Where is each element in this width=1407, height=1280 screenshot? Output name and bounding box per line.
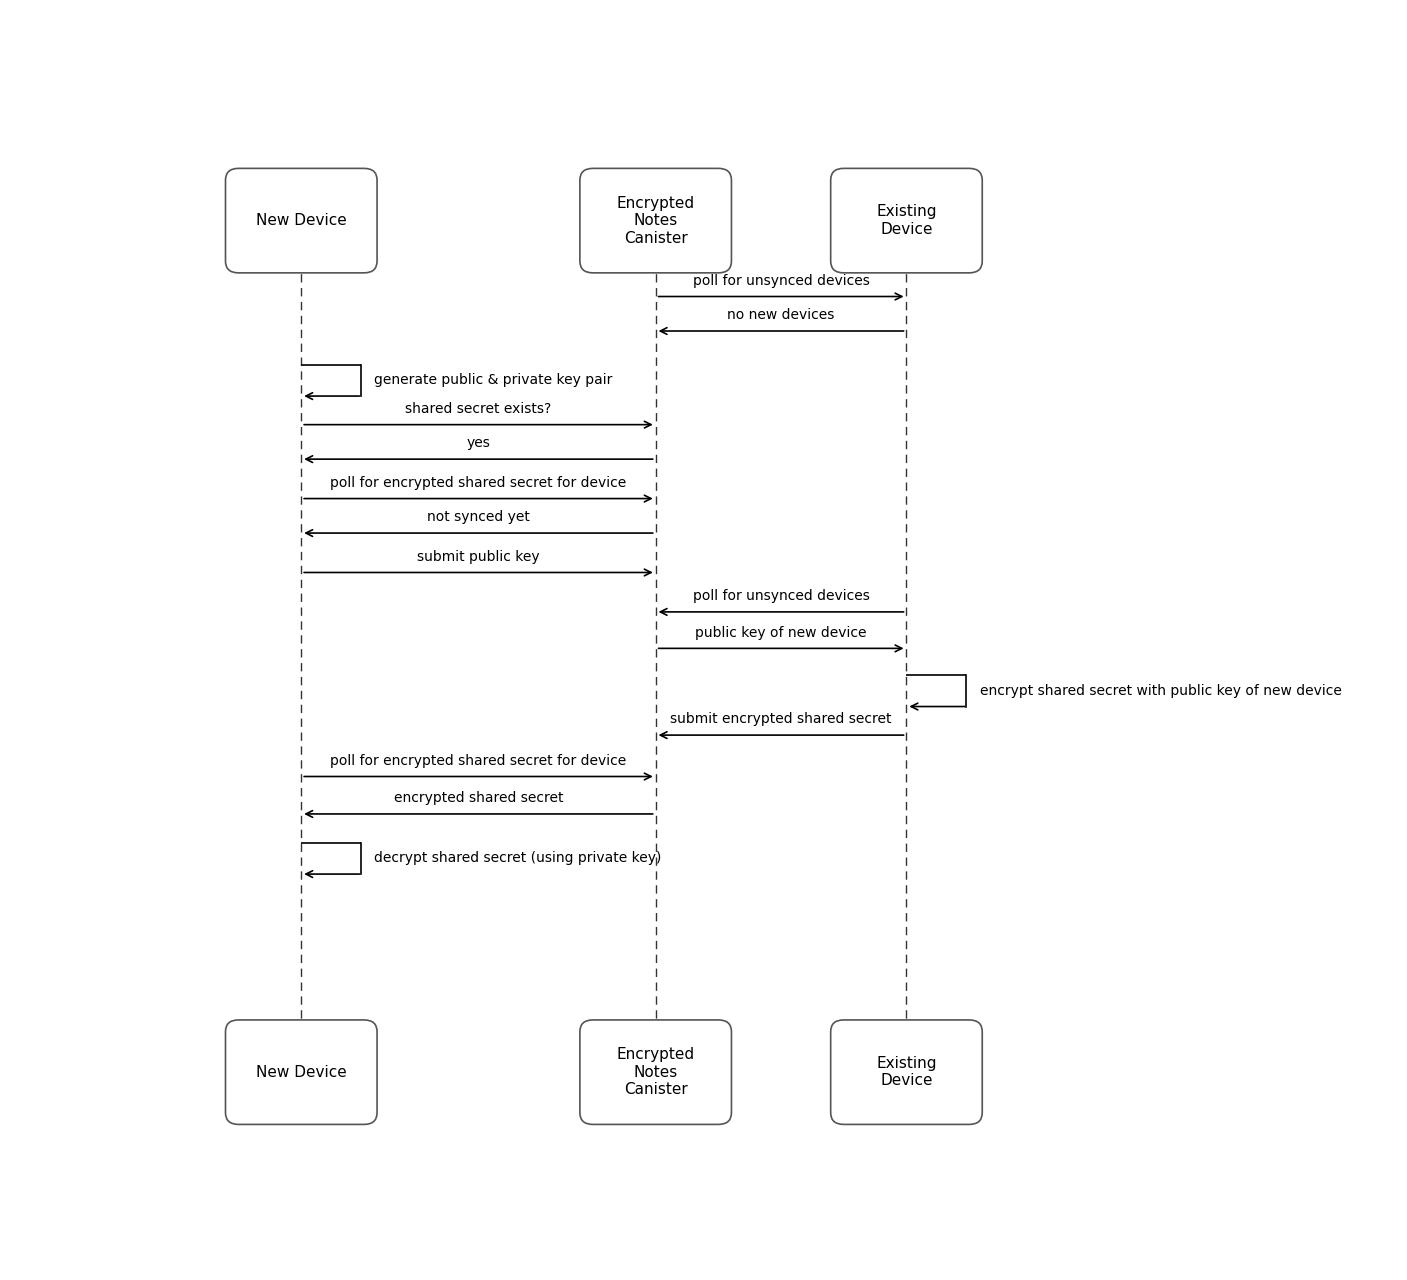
Text: Encrypted
Notes
Canister: Encrypted Notes Canister [616,196,695,246]
Text: public key of new device: public key of new device [695,626,867,640]
Text: not synced yet: not synced yet [428,511,530,525]
Text: poll for unsynced devices: poll for unsynced devices [692,274,870,288]
Text: Encrypted
Notes
Canister: Encrypted Notes Canister [616,1047,695,1097]
Text: Existing
Device: Existing Device [877,1056,937,1088]
Text: New Device: New Device [256,1065,346,1079]
Text: poll for encrypted shared secret for device: poll for encrypted shared secret for dev… [331,476,626,490]
FancyBboxPatch shape [225,169,377,273]
Text: poll for encrypted shared secret for device: poll for encrypted shared secret for dev… [331,754,626,768]
Text: submit encrypted shared secret: submit encrypted shared secret [670,712,892,726]
Text: encrypted shared secret: encrypted shared secret [394,791,563,805]
Text: submit public key: submit public key [416,549,540,563]
FancyBboxPatch shape [580,1020,732,1124]
FancyBboxPatch shape [225,1020,377,1124]
FancyBboxPatch shape [830,1020,982,1124]
Text: poll for unsynced devices: poll for unsynced devices [692,589,870,603]
Text: shared secret exists?: shared secret exists? [405,402,552,416]
FancyBboxPatch shape [830,169,982,273]
Text: encrypt shared secret with public key of new device: encrypt shared secret with public key of… [979,684,1341,698]
Text: no new devices: no new devices [727,308,834,323]
FancyBboxPatch shape [580,169,732,273]
Text: yes: yes [467,436,491,451]
Text: generate public & private key pair: generate public & private key pair [374,374,612,388]
Text: decrypt shared secret (using private key): decrypt shared secret (using private key… [374,851,661,865]
Text: New Device: New Device [256,214,346,228]
Text: Existing
Device: Existing Device [877,205,937,237]
